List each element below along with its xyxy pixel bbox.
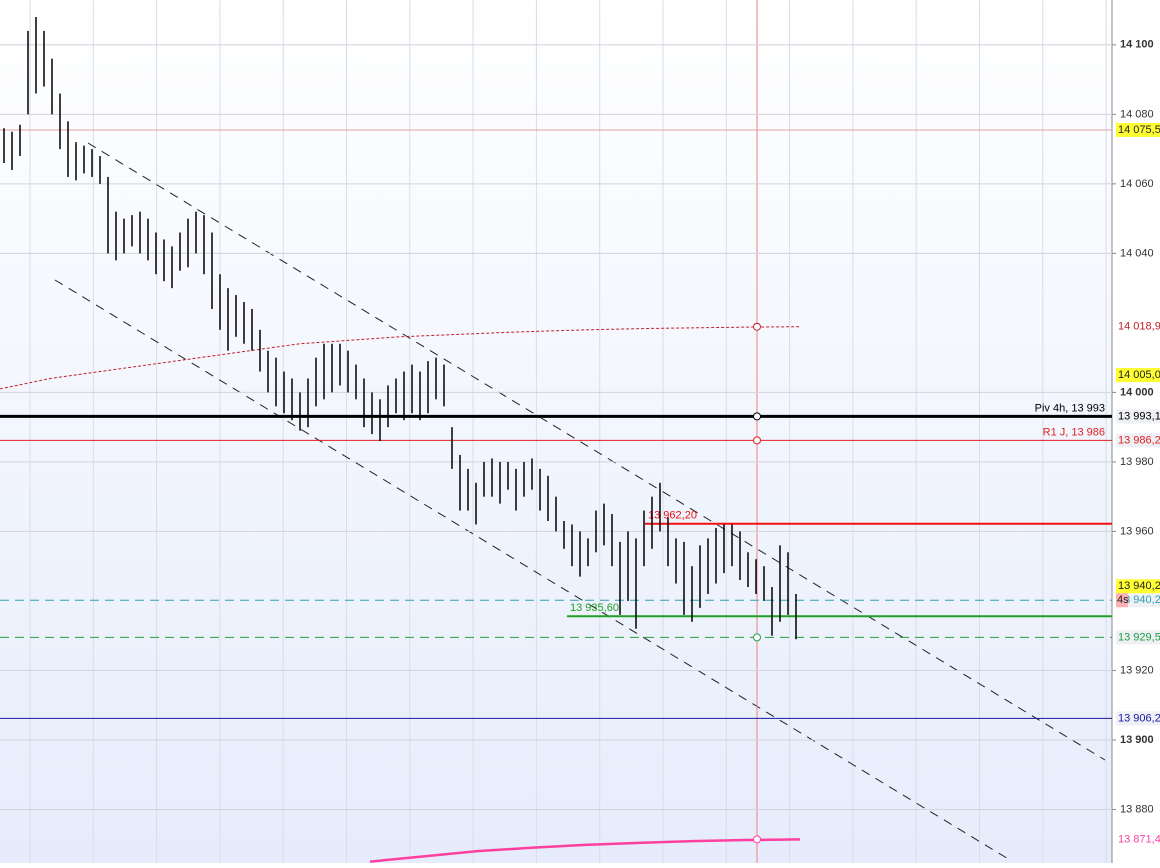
last-price-bg — [1116, 579, 1160, 594]
crosshair-marker — [753, 436, 761, 445]
y-tick-label: 13 900 — [1120, 734, 1154, 746]
price-tag: 13 940,2 — [1118, 594, 1160, 606]
y-tick-label: 14 040 — [1120, 247, 1154, 259]
level-label: R1 J, 13 986 — [1043, 426, 1105, 438]
vertical-grid — [29, 0, 1107, 863]
countdown-bg — [1116, 593, 1128, 608]
level-label: 13 935,60 — [570, 602, 619, 614]
y-tick-label: 14 060 — [1120, 178, 1154, 190]
y-tick-label: 14 100 — [1120, 39, 1154, 51]
price-tag: 13 871,4 — [1118, 833, 1160, 845]
price-tag-bg — [1116, 630, 1160, 645]
price-tag-bg — [1116, 832, 1160, 847]
y-tick-label: 13 960 — [1120, 525, 1154, 537]
level-label: 13 962,20 — [648, 510, 697, 522]
last-price: 13 940,2 — [1118, 580, 1160, 592]
moving-average — [0, 326, 801, 390]
y-tick-label: 14 080 — [1120, 108, 1154, 120]
price-tag: 14 075,5 — [1118, 124, 1160, 136]
price-tag: 14 005,0 — [1118, 369, 1160, 381]
price-tag: 13 906,2 — [1118, 712, 1160, 724]
crosshair-marker — [753, 633, 761, 642]
moving-average — [369, 838, 801, 863]
price-tag: 13 993,1 — [1118, 410, 1160, 422]
crosshair-marker — [753, 835, 761, 844]
price-tag-bg — [1116, 319, 1160, 334]
price-tag-bg — [1116, 409, 1160, 424]
crosshair-marker — [753, 412, 761, 421]
level-label: Piv 4h, 13 993 — [1035, 402, 1105, 414]
price-tag: 14 018,9 — [1118, 321, 1160, 333]
y-tick-label: 14 000 — [1120, 386, 1154, 398]
plot-area — [0, 0, 1112, 863]
countdown: 4s — [1117, 594, 1129, 606]
y-tick-label: 13 920 — [1120, 664, 1154, 676]
price-tag-bg — [1116, 122, 1160, 137]
trend-line — [87, 142, 1106, 761]
price-tag: 13 986,2 — [1118, 434, 1160, 446]
trend-line — [54, 279, 1011, 861]
price-tag-bg — [1116, 433, 1160, 448]
price-tag-bg — [1116, 368, 1160, 383]
price-tag: 13 929,5 — [1118, 631, 1160, 643]
y-tick-label: 13 880 — [1120, 803, 1154, 815]
crosshair-marker — [753, 322, 761, 331]
price-tag-bg — [1116, 711, 1160, 726]
y-tick-label: 13 980 — [1120, 456, 1154, 468]
